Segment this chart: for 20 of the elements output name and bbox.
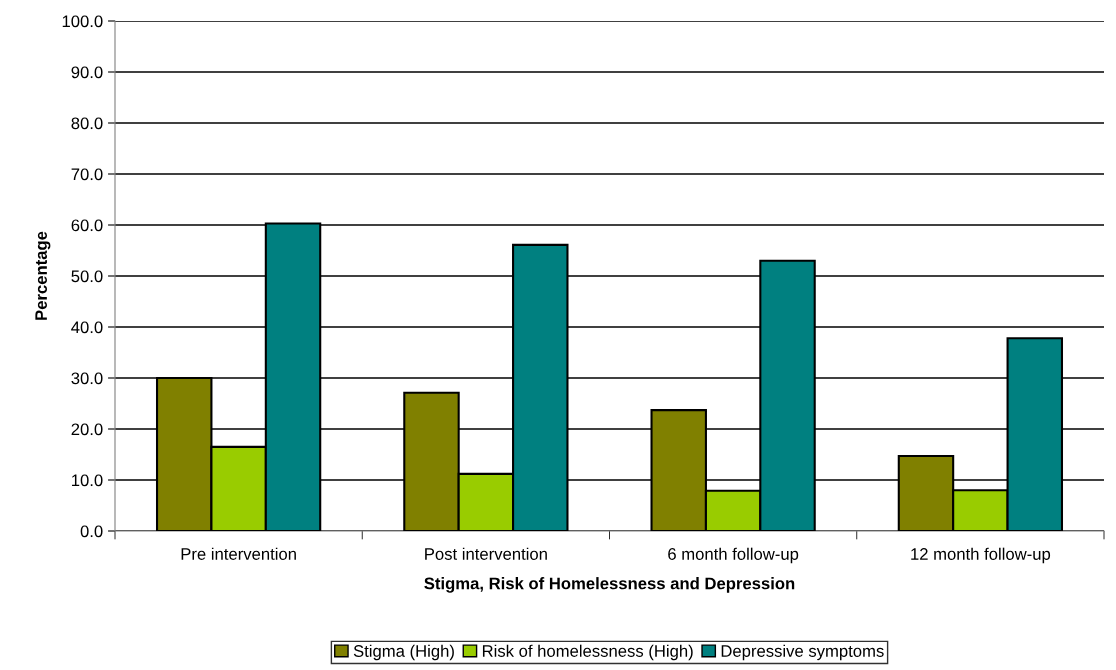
y-tick-label: 60.0 [71, 219, 103, 232]
y-tick-label: 80.0 [71, 117, 103, 130]
y-tick-label: 50.0 [71, 270, 103, 283]
legend-label: Depressive symptoms [721, 644, 884, 661]
y-tick-label: 100.0 [62, 15, 103, 28]
y-tick-label: 30.0 [71, 372, 103, 385]
x-tick-label: Pre intervention [181, 547, 296, 560]
y-axis-title: Percentage [35, 231, 51, 320]
x-tick-label: 12 month follow-up [911, 547, 1051, 564]
x-tick-label: 6 month follow-up [668, 547, 799, 564]
x-axis-title: Stigma, Risk of Homelessness and Depression [424, 577, 795, 593]
legend-label: Stigma (High) [353, 644, 454, 661]
legend-label: Risk of homelessness (High) [482, 644, 693, 661]
y-tick-label: 10.0 [72, 474, 103, 487]
y-tick-label: 20.0 [71, 423, 103, 436]
x-tick-label: Post intervention [425, 547, 547, 560]
y-tick-label: 40.0 [71, 321, 103, 334]
y-tick-label: 70.0 [71, 168, 103, 181]
y-tick-label: 90.0 [71, 66, 103, 79]
y-tick-label: 0.0 [80, 525, 103, 538]
